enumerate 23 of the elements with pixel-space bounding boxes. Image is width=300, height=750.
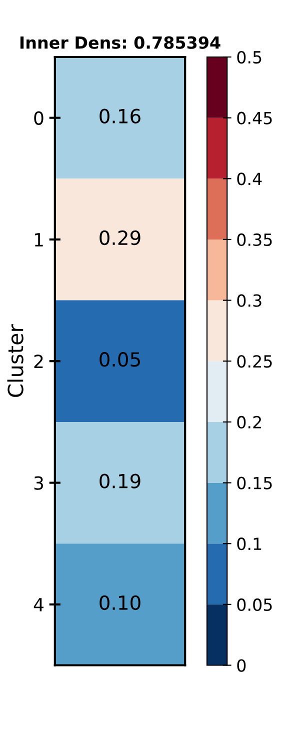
y-tick-label: 3	[34, 476, 44, 490]
color-bar-label: 0.3	[237, 294, 262, 307]
data-label: 0.10	[100, 595, 140, 610]
color-bar-label: 0.1	[237, 538, 262, 550]
data-label: 0.16	[100, 108, 140, 124]
chart-title: Inner Dens: 0.785394	[20, 36, 220, 49]
color-bar-label: 0	[237, 659, 246, 672]
color-bar-label: 0.35	[237, 233, 272, 246]
data-label: 0.05	[100, 352, 140, 367]
color-bar-label: 0.45	[237, 112, 272, 124]
y-tick-label: 4	[34, 598, 44, 612]
y-tick-label: 1	[34, 233, 43, 246]
y-axis-title: Cluster	[7, 324, 24, 397]
color-bar-label: 0.05	[237, 598, 272, 611]
y-tick-label: 2	[34, 354, 43, 368]
color-bar-label: 0.25	[237, 355, 272, 368]
color-bar-label: 0.15	[237, 476, 272, 490]
data-label: 0.29	[100, 230, 140, 246]
data-label: 0.19	[100, 474, 140, 488]
y-tick-label: 0	[34, 111, 44, 125]
color-bar-label: 0.2	[237, 416, 261, 429]
color-bar-label: 0.4	[237, 172, 262, 186]
color-bar-label: 0.5	[237, 50, 262, 64]
